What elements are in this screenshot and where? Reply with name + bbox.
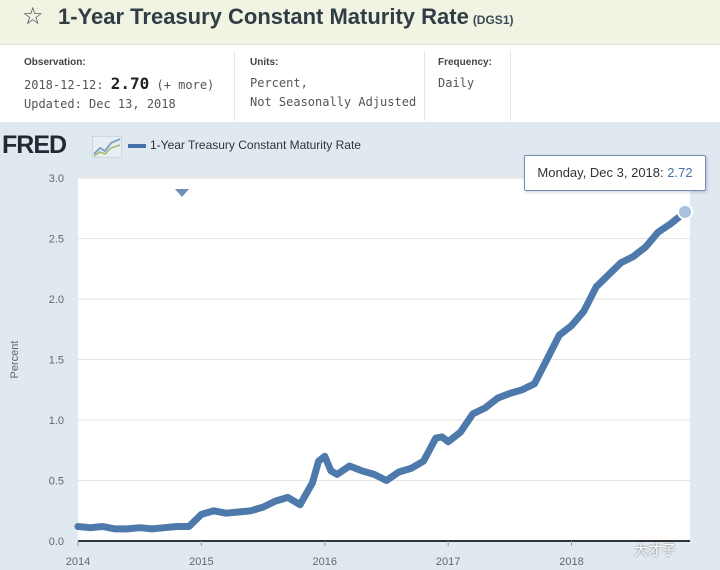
watermark: 大才子 <box>634 542 676 558</box>
tooltip-pointer <box>175 189 189 197</box>
y-axis-label: Percent <box>9 341 21 379</box>
y-tick-label: 0.5 <box>49 476 64 488</box>
chart-legend[interactable]: 1-Year Treasury Constant Maturity Rate <box>128 138 361 152</box>
observation-date: 2018-12-12: <box>24 78 104 92</box>
x-tick-label: 2014 <box>66 556 90 568</box>
line-chart-icon <box>92 136 122 158</box>
legend-label: 1-Year Treasury Constant Maturity Rate <box>150 138 361 152</box>
tooltip-value: 2.72 <box>667 165 693 180</box>
page-title: 1-Year Treasury Constant Maturity Rate (D… <box>58 4 513 30</box>
y-tick-label: 2.0 <box>49 294 64 306</box>
divider <box>424 51 425 121</box>
observation-block: Observation: 2018-12-12: 2.70 (+ more) U… <box>24 57 214 114</box>
frequency-block: Frequency: Daily <box>438 57 492 93</box>
series-title: 1-Year Treasury Constant Maturity Rate <box>58 4 469 29</box>
divider <box>510 51 511 121</box>
chart-tooltip: Monday, Dec 3, 2018: 2.72 <box>524 155 706 191</box>
observation-more-link[interactable]: (+ more) <box>156 78 215 92</box>
tooltip-date: Monday, Dec 3, 2018: <box>537 165 664 180</box>
updated-date: Updated: Dec 13, 2018 <box>24 97 176 111</box>
series-line <box>74 208 693 533</box>
units-label: Units: <box>250 57 279 68</box>
x-tick-label: 2017 <box>436 556 460 568</box>
observation-value: 2.70 <box>110 74 150 93</box>
fred-logo[interactable]: FRED <box>2 131 67 159</box>
x-tick-label: 2015 <box>189 556 213 568</box>
star-icon[interactable]: ☆ <box>22 3 44 30</box>
units-line-1: Percent, <box>250 76 308 90</box>
units-line-2: Not Seasonally Adjusted <box>250 95 417 109</box>
x-tick-label: 2016 <box>313 556 337 568</box>
series-metadata: Observation: 2018-12-12: 2.70 (+ more) U… <box>0 45 720 122</box>
divider <box>234 51 235 121</box>
series-id: (DGS1) <box>472 13 514 27</box>
y-tick-label: 1.0 <box>49 415 64 427</box>
legend-swatch <box>128 143 146 148</box>
observation-label: Observation: <box>24 57 86 68</box>
y-tick-label: 0.0 <box>49 536 64 548</box>
frequency-value: Daily <box>438 76 475 90</box>
page-header: ☆ 1-Year Treasury Constant Maturity Rate… <box>0 0 720 45</box>
x-tick-label: 2018 <box>559 556 583 568</box>
y-tick-label: 1.5 <box>49 355 64 367</box>
y-tick-label: 2.5 <box>49 234 64 246</box>
frequency-label: Frequency: <box>438 57 492 68</box>
y-tick-label: 3.0 <box>49 173 64 185</box>
observation-line: 2018-12-12: 2.70 (+ more) <box>24 74 214 95</box>
hover-point <box>677 203 694 220</box>
units-block: Units: Percent, Not Seasonally Adjusted <box>250 57 416 112</box>
